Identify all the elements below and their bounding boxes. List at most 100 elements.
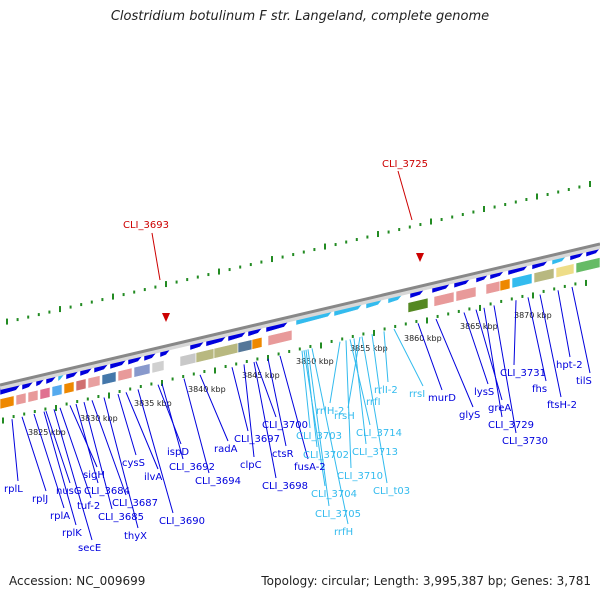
gene-label[interactable]: CLI_3684 [84,486,130,497]
gene-label[interactable]: hpt-2 [556,360,583,371]
outer-tick [80,303,83,307]
inner-tick [489,302,492,306]
outer-tick [366,235,369,239]
gene-leader-line [329,341,341,404]
gene-label[interactable]: CLI_3713 [352,447,398,458]
outer-tick [557,190,560,194]
gene-label[interactable]: fhs [532,384,547,395]
highlight-label[interactable]: CLI_3725 [382,159,428,170]
gene-label[interactable]: CLI_3729 [488,420,534,431]
gene-label[interactable]: glyS [459,410,480,421]
feature-block [455,286,477,302]
outer-tick [377,231,379,238]
gene-label[interactable]: radA [214,444,238,455]
gene-leader-line [137,389,174,514]
inner-tick [415,319,418,323]
inner-tick [574,282,577,286]
gene-label[interactable]: CLI_t03 [373,486,410,497]
gene-label[interactable]: CLI_3705 [315,509,361,520]
gene-leader-line [161,383,184,460]
gene-label[interactable]: CLI_3730 [502,436,548,447]
feature-block [251,336,263,350]
inner-tick [394,324,397,328]
gene-label[interactable]: CLI_3710 [337,471,383,482]
gene-label[interactable]: CLI_3700 [262,420,308,431]
gene-label[interactable]: rrsI [409,389,425,400]
gene-label[interactable]: tilS [576,376,592,387]
gene-label[interactable]: CLI_3702 [303,450,349,461]
outer-tick [16,318,19,322]
feature-block [267,329,293,347]
inner-tick [553,287,556,291]
gene-leader-line [125,392,159,470]
outer-tick [292,253,295,257]
gene-label[interactable]: sigH [83,470,105,481]
gene-label[interactable]: rplK [62,528,82,539]
gene-label[interactable]: thyX [124,531,147,542]
gene-label[interactable]: clpC [240,460,262,471]
inner-tick [44,407,47,411]
inner-tick [510,297,513,301]
gene-label[interactable]: rrlH-2 [316,406,344,417]
gene-label[interactable]: murD [428,393,456,404]
gene-label[interactable]: rplA [50,511,70,522]
inner-tick [256,357,259,361]
gene-label[interactable]: CLI_3714 [356,428,402,439]
gene-label[interactable]: ilvA [144,472,162,483]
gene-label[interactable]: rrfI [366,397,381,408]
gene-label[interactable]: CLI_3698 [262,481,308,492]
inner-tick [23,412,26,416]
gene-leader-line [267,358,287,447]
gene-label[interactable]: secE [78,543,101,554]
gene-label[interactable]: rplJ [32,494,48,505]
gene-label[interactable]: ctsR [272,449,294,460]
accession-label: Accession: [9,574,73,588]
gene-leader-line [59,407,92,499]
gene-label[interactable]: nusG [56,486,82,497]
gene-label[interactable]: greA [488,403,511,414]
feature-block [485,280,501,295]
gene-label-lines [11,286,591,541]
gene-leader-line [349,339,371,426]
gene-label[interactable]: rrlI-2 [374,385,398,396]
gene-leader-line [513,300,517,366]
highlight-pointer-line [397,170,413,221]
gene-label[interactable]: cysS [122,458,145,469]
gene-label[interactable]: CLI_3704 [311,489,357,500]
gene-label[interactable]: CLI_3687 [112,498,158,509]
gene-leader-line [253,361,277,479]
inner-tick [373,329,375,336]
feature-block [407,297,429,314]
outer-tick [483,206,485,213]
gene-leader-line [483,307,503,418]
gene-leader-line [117,394,137,456]
inner-tick [330,339,333,343]
gene-label[interactable]: rrfH [334,527,353,538]
gene-label[interactable]: rplL [4,484,23,495]
gene-label[interactable]: CLI_3731 [500,368,546,379]
gene-label[interactable]: CLI_3694 [195,476,241,487]
gene-label[interactable]: CLI_3685 [98,512,144,523]
gene-label[interactable]: tuf-2 [77,501,100,512]
gene-label[interactable]: CLI_3690 [159,516,205,527]
feature-block [101,371,117,386]
gene-label[interactable]: lysS [474,387,494,398]
feature-block [575,257,600,274]
feature-block [179,352,197,367]
outer-tick [175,280,178,284]
gene-label[interactable]: CLI_3692 [169,462,215,473]
gene-label[interactable]: CLI_3697 [234,434,280,445]
feature-block [499,278,511,292]
outer-tick [313,248,316,252]
gene-label[interactable]: ftsH-2 [547,400,577,411]
feature-block [0,395,15,410]
gene-label[interactable]: fusA-2 [294,462,326,473]
feature-block [433,291,455,307]
gene-label[interactable]: CLI_3703 [296,431,342,442]
outer-tick-track [6,180,591,325]
highlight-label[interactable]: CLI_3693 [123,220,169,231]
highlight-markers[interactable]: CLI_3693 CLI_3725 [123,159,428,322]
gene-label[interactable]: rrsH [334,411,355,422]
gene-label[interactable]: ispD [167,447,189,458]
